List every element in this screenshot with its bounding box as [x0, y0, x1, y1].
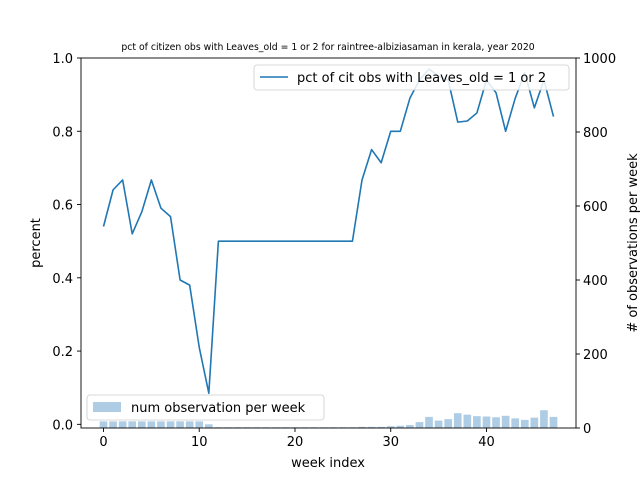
bar	[444, 419, 453, 428]
bar	[367, 426, 376, 428]
y2-tick-label: 0	[583, 422, 591, 437]
x-axis-label: week index	[291, 456, 365, 471]
bar	[204, 424, 213, 428]
bar	[511, 418, 520, 428]
bar	[118, 421, 127, 428]
bar	[415, 422, 424, 428]
bar	[195, 421, 204, 428]
bar	[377, 426, 385, 428]
y-tick-label: 0.4	[52, 272, 73, 287]
bar	[396, 425, 405, 428]
bar	[540, 410, 548, 428]
legend-bars-swatch	[93, 402, 121, 412]
plot-frame	[80, 57, 577, 429]
bar	[185, 421, 194, 428]
y-axis-ticks: 0.0 0.2 0.4 0.6 0.8 1.0	[52, 52, 81, 433]
bar	[434, 420, 443, 428]
bar	[501, 415, 510, 428]
y2-tick-label: 400	[583, 274, 608, 289]
bar	[157, 421, 165, 428]
bar	[358, 426, 366, 428]
bar	[530, 417, 539, 428]
line-series	[102, 68, 555, 394]
y-tick-label: 0.8	[52, 125, 73, 140]
bar	[99, 421, 108, 428]
y-axis-label: percent	[29, 218, 44, 268]
bar	[492, 417, 500, 428]
legend-bars: num observation per week	[86, 394, 325, 421]
legend-line: pct of cit obs with Leaves_old = 1 or 2	[253, 64, 570, 91]
y2-axis-ticks: 0 200 400 600 800 1000	[576, 52, 616, 437]
bar	[386, 426, 395, 428]
y-tick-label: 0.2	[52, 345, 73, 360]
bar	[453, 413, 462, 428]
x-tick-label: 0	[99, 435, 107, 450]
legend-bars-box	[86, 394, 325, 421]
bar	[520, 419, 529, 428]
bar	[482, 416, 491, 428]
bar	[473, 416, 481, 428]
bar	[166, 421, 175, 428]
x-tick-label: 30	[382, 435, 399, 450]
bar	[463, 414, 472, 428]
x-tick-label: 20	[287, 435, 304, 450]
y-tick-label: 0.6	[52, 199, 73, 214]
bar	[137, 421, 146, 428]
y2-tick-label: 200	[583, 348, 608, 363]
x-tick-label: 40	[478, 435, 495, 450]
bar	[109, 421, 117, 428]
y2-tick-label: 800	[583, 126, 608, 141]
x-axis-ticks: 0 10 20 30 40	[99, 428, 495, 450]
legend-line-label: pct of cit obs with Leaves_old = 1 or 2	[297, 71, 546, 86]
legend-line-box	[253, 64, 570, 91]
bar	[176, 421, 184, 428]
bar	[425, 416, 433, 428]
y-tick-label: 0.0	[52, 418, 73, 433]
bar	[549, 416, 558, 428]
x-tick-label: 10	[191, 435, 208, 450]
bar	[147, 421, 156, 428]
bar	[128, 421, 137, 428]
y-tick-label: 1.0	[52, 52, 73, 67]
bar	[406, 425, 414, 428]
y2-tick-label: 1000	[583, 52, 616, 67]
chart-title: pct of citizen obs with Leaves_old = 1 o…	[121, 42, 534, 53]
y2-tick-label: 600	[583, 200, 608, 215]
y2-axis-label: # of observations per week	[626, 153, 640, 333]
legend-bars-label: num observation per week	[131, 401, 306, 416]
